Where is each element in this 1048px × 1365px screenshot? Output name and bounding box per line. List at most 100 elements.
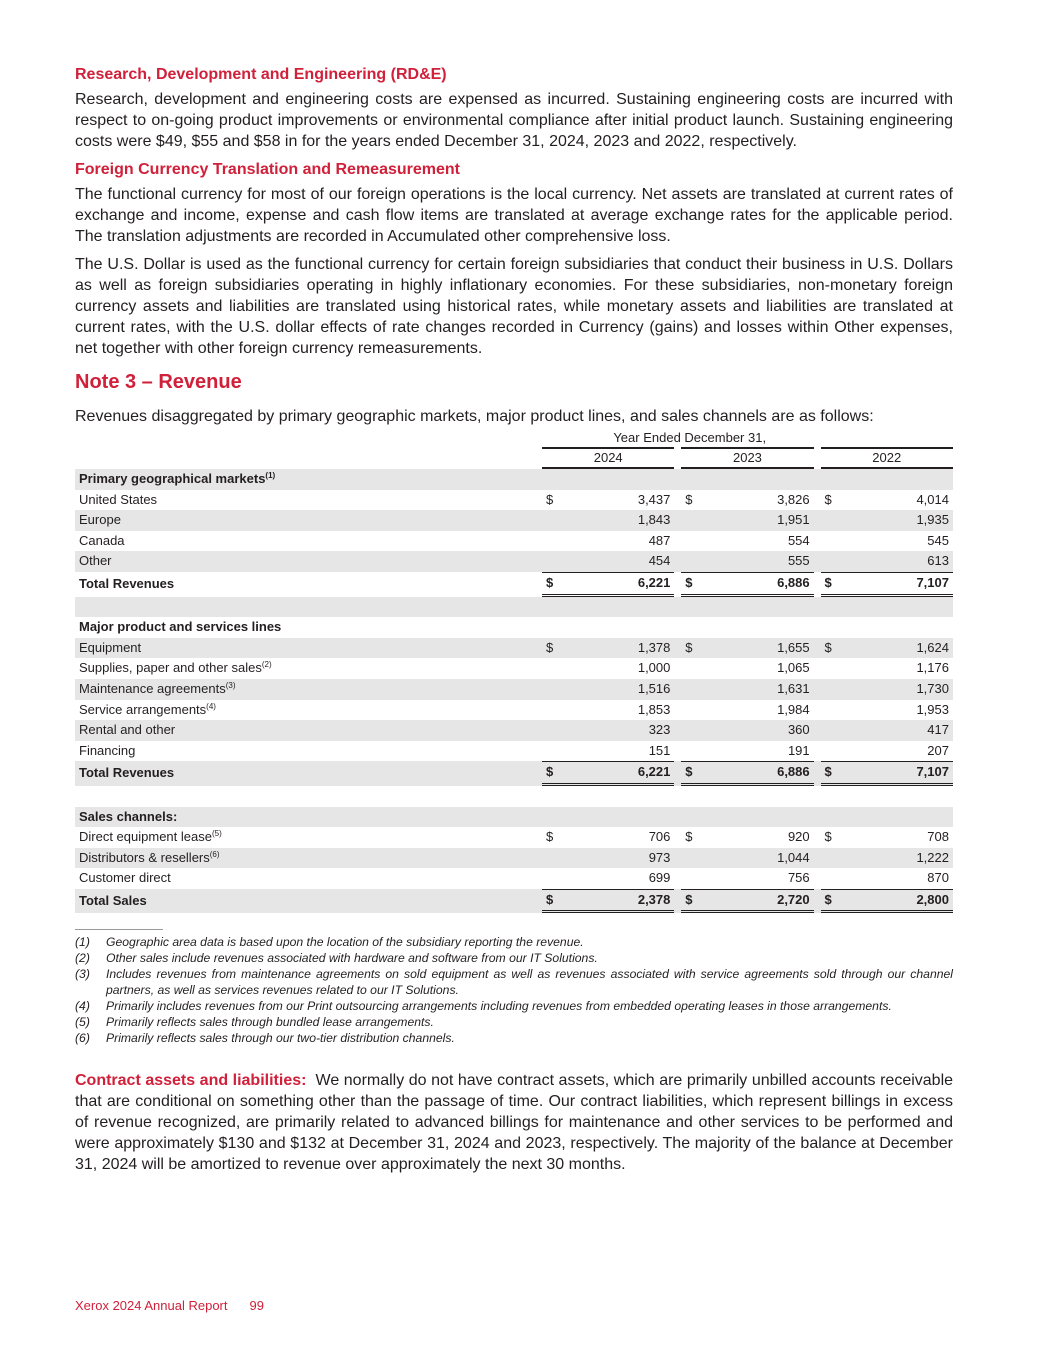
table-row: Distributors & resellers(6) 973 1,044 1,222 (75, 847, 953, 869)
currency-symbol: $ (542, 637, 566, 659)
footnote-text: Geographic area data is based upon the l… (106, 935, 584, 950)
currency-symbol: $ (824, 491, 832, 507)
currency-symbol (820, 469, 845, 490)
cell-value: 3,826 (777, 491, 810, 507)
footnote: (3) Includes revenues from maintenance ag… (75, 966, 953, 998)
currency-symbol (542, 720, 566, 741)
cell-value: 417 (844, 720, 953, 741)
currency-symbol: $ (824, 829, 832, 845)
row-label-text: Primary geographical markets (79, 471, 266, 486)
currency-symbol (820, 720, 845, 741)
footnote-number: (2) (75, 951, 90, 966)
currency-symbol (681, 551, 705, 572)
currency-symbol (542, 700, 566, 721)
currency-symbol (681, 596, 705, 618)
row-label: Financing (75, 741, 535, 762)
footnote: (6) Primarily reflects sales through our … (75, 1030, 953, 1046)
row-label: United States (75, 490, 535, 511)
cell-value (844, 617, 953, 638)
cell-value: 1,000 (637, 660, 671, 676)
spacer-row (75, 596, 953, 618)
currency-symbol: $ (685, 829, 693, 845)
currency-symbol (681, 617, 705, 638)
contract-heading: Contract assets and liabilities: (75, 1072, 307, 1090)
cell-value: 1,378 (565, 637, 675, 659)
cell-value: 3,437 (637, 491, 671, 507)
cell-value: 6,221 (565, 571, 675, 597)
year-header: 2023 (681, 447, 814, 469)
row-label-text: Equipment (79, 639, 142, 655)
row-label: Distributors & resellers(6) (75, 847, 536, 869)
cell-value: 1,984 (777, 701, 810, 717)
cell-value (566, 617, 675, 638)
cell-value (844, 596, 953, 618)
table-row: Financing 151 191 207 (75, 741, 953, 762)
table-row: Canada 487 554 545 (75, 531, 953, 552)
currency-symbol (821, 700, 845, 721)
row-label: Sales channels: (75, 806, 536, 828)
currency-symbol: $ (542, 761, 566, 786)
footnote-number: (1) (75, 935, 90, 950)
note-intro: Revenues disaggregated by primary geogra… (75, 408, 874, 425)
cell-value: 151 (648, 742, 671, 758)
currency-symbol (681, 847, 705, 869)
currency-symbol: $ (681, 637, 705, 659)
cell-value (705, 786, 814, 807)
footnote: (5) Primarily reflects sales through bund… (75, 1014, 953, 1030)
cell-value: 973 (565, 847, 675, 869)
cell-value (844, 469, 953, 490)
row-label: Major product and services lines (75, 617, 535, 638)
revenue-table: Year Ended December 31, 2024 2023 2022 P… (75, 429, 953, 914)
currency-symbol (542, 847, 566, 869)
row-label: Total Revenues (75, 761, 536, 786)
row-label: Maintenance agreements(3) (75, 678, 536, 700)
currency-symbol (542, 806, 566, 828)
currency-symbol: $ (542, 888, 566, 914)
cell-value: 1,176 (916, 660, 949, 676)
footnote: (4) Primarily includes revenues from our … (75, 998, 953, 1014)
cell-value: 708 (927, 829, 949, 845)
table-row: Service arrangements(4) 1,853 1,984 1,953 (75, 700, 953, 721)
row-label-text: Canada (79, 532, 125, 548)
footnote-text: Primarily reflects sales through our two… (106, 1031, 455, 1046)
footnote-ref: (4) (206, 701, 216, 711)
cell-value: 1,631 (705, 678, 814, 700)
currency-symbol (542, 678, 566, 700)
table-row: Equipment $1,378 $1,655 $1,624 (75, 637, 953, 659)
cell-value: 555 (705, 551, 814, 572)
table-row: Maintenance agreements(3) 1,516 1,631 1,730 (75, 678, 953, 700)
cell-value: 2,800 (844, 888, 953, 914)
table-row: Direct equipment lease(5) $706 $920 $708 (75, 827, 953, 848)
section-header-row: Major product and services lines (75, 617, 953, 638)
cell-value (705, 469, 814, 490)
currency-symbol: $ (685, 491, 693, 507)
footnote-divider (75, 929, 163, 931)
row-label-text: Financing (79, 742, 136, 758)
section-header-row: Sales channels: (75, 806, 953, 828)
row-label: Direct equipment lease(5) (75, 827, 535, 848)
row-label-text: Distributors & resellers (79, 849, 210, 865)
total-row: Total Sales $2,378 $2,720 $2,800 (75, 888, 953, 914)
table-row: Supplies, paper and other sales(2) 1,000 1… (75, 658, 953, 679)
footnote-ref: (3) (225, 680, 236, 690)
row-label-text: Total Sales (79, 892, 147, 908)
currency-symbol (820, 678, 845, 700)
page-content: Research, Development and Engineering (R… (75, 64, 953, 1182)
cell-value (705, 806, 814, 828)
table-row: United States $3,437 $3,826 $4,014 (75, 490, 953, 511)
cell-value: 454 (565, 551, 675, 572)
cell-value: 1,624 (844, 637, 953, 659)
row-label-text: Total Revenues (79, 765, 175, 781)
footnote-ref: (6) (209, 849, 220, 859)
currency-symbol (820, 510, 845, 531)
cell-value: 613 (844, 551, 953, 572)
period-header-row: Year Ended December 31, (75, 429, 953, 447)
currency-symbol (820, 596, 845, 618)
currency-symbol (681, 678, 705, 700)
cell-value: 706 (648, 829, 671, 845)
row-label: Other (75, 551, 536, 572)
cell-value (844, 786, 953, 807)
cell-value: 1,222 (844, 847, 953, 869)
currency-symbol (821, 617, 845, 638)
